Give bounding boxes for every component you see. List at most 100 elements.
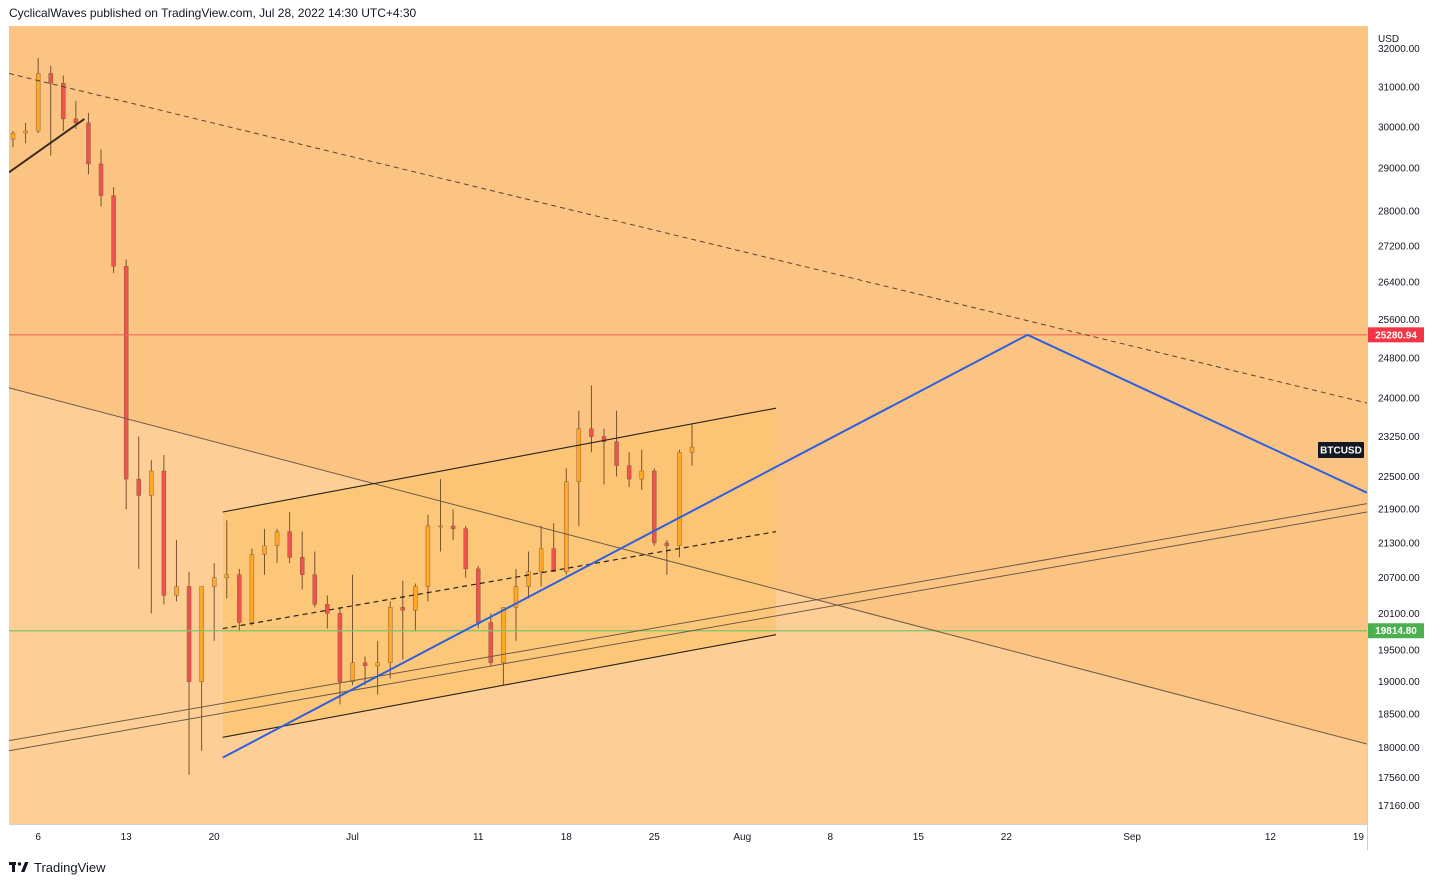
y-tick-label: 25600.00 xyxy=(1378,315,1420,326)
candle-body xyxy=(400,607,405,611)
candle xyxy=(249,548,255,626)
channel-mid-line xyxy=(222,531,777,630)
x-tick-label: Jul xyxy=(346,832,359,843)
candle-body xyxy=(564,481,569,572)
candle-body xyxy=(23,130,28,134)
dashed-downtrend-line xyxy=(9,73,1367,404)
candle-body xyxy=(463,528,468,570)
candle xyxy=(287,511,292,564)
candle xyxy=(262,528,267,575)
candle xyxy=(300,531,305,590)
y-tick-label: 19000.00 xyxy=(1378,677,1420,688)
candle-body xyxy=(677,452,682,547)
support-price-badge: 19814.80 xyxy=(1368,623,1424,639)
candle xyxy=(337,607,343,705)
channel-box xyxy=(222,408,777,738)
candle xyxy=(501,607,506,685)
candle-body xyxy=(262,545,267,555)
trendline xyxy=(9,387,1367,745)
price-axis-background xyxy=(1367,26,1431,850)
y-tick-label: 18000.00 xyxy=(1378,743,1420,754)
trendline xyxy=(9,511,1367,752)
candle-body xyxy=(287,531,292,558)
candle xyxy=(614,410,619,477)
y-tick-label: 23250.00 xyxy=(1378,432,1420,443)
publish-info: CyclicalWaves published on TradingView.c… xyxy=(9,6,417,20)
y-tick-label: 17160.00 xyxy=(1378,801,1420,812)
tradingview-logo-icon xyxy=(9,861,29,873)
candle-body xyxy=(224,574,229,578)
candle xyxy=(350,574,355,685)
time-axis-background xyxy=(9,824,1367,850)
candle-body xyxy=(476,568,481,623)
candle-body xyxy=(123,266,129,480)
x-tick-label: Aug xyxy=(733,832,751,843)
candle-body xyxy=(488,622,494,663)
x-tick-label: 8 xyxy=(828,832,834,843)
candle-body xyxy=(639,470,644,480)
candle-body xyxy=(61,83,66,120)
y-tick-label: 26400.00 xyxy=(1378,278,1420,289)
candle xyxy=(325,595,330,629)
x-tick-label: 12 xyxy=(1265,832,1277,843)
candle-body xyxy=(186,586,192,682)
candle-body xyxy=(274,531,280,547)
badge-text: 19814.80 xyxy=(1375,626,1417,637)
candle-body xyxy=(551,548,556,572)
x-tick-label: Sep xyxy=(1123,832,1141,843)
chart-area[interactable]: USD 32000.00 31000.00 30000.00 29000.00 28000… xyxy=(9,26,1431,850)
y-tick-label: 21900.00 xyxy=(1378,505,1420,516)
candle-body xyxy=(438,525,443,528)
badge-text: 25280.94 xyxy=(1375,330,1417,341)
candle-body xyxy=(86,122,91,165)
candle xyxy=(149,460,154,614)
projection-line xyxy=(222,333,1028,759)
footer-branding: TradingView xyxy=(9,857,106,877)
candle xyxy=(677,449,682,558)
candle xyxy=(362,656,368,685)
x-tick-label: 19 xyxy=(1353,832,1365,843)
candle-body xyxy=(626,465,632,480)
candle xyxy=(237,568,242,632)
y-tick-label: 20700.00 xyxy=(1378,573,1420,584)
candle xyxy=(23,122,28,144)
candle-body xyxy=(388,607,393,663)
candle xyxy=(312,551,317,608)
trendline xyxy=(9,503,1367,742)
candle-body xyxy=(589,428,594,437)
candle xyxy=(388,601,393,679)
x-tick-label: 25 xyxy=(649,832,661,843)
short-trendline xyxy=(9,118,86,174)
symbol-tag: BTCUSD xyxy=(1318,442,1364,459)
candle-body xyxy=(48,73,53,84)
y-tick-label: 21300.00 xyxy=(1378,538,1420,549)
candle xyxy=(664,540,670,575)
candle xyxy=(538,525,544,587)
candle xyxy=(589,385,594,453)
candle-body xyxy=(526,571,531,587)
candle xyxy=(463,525,468,578)
candle-body xyxy=(98,163,104,196)
candle-body xyxy=(237,574,242,623)
candle-body xyxy=(199,586,204,682)
candle xyxy=(86,112,91,175)
tradingview-brand-text: TradingView xyxy=(34,859,106,875)
x-tick-label: 20 xyxy=(209,832,221,843)
price-axis-unit-label: USD xyxy=(1378,34,1399,45)
y-tick-label: 30000.00 xyxy=(1378,122,1420,133)
candle-body xyxy=(10,132,16,140)
badge-background xyxy=(1368,623,1424,639)
candle-body xyxy=(149,470,154,496)
candle xyxy=(199,586,204,751)
candle xyxy=(513,568,519,641)
resistance-price-badge: 25280.94 xyxy=(1368,327,1424,343)
candle-body xyxy=(350,662,355,682)
candle xyxy=(211,563,217,641)
candle-body xyxy=(601,436,607,442)
y-tick-label: 27200.00 xyxy=(1378,241,1420,252)
projection-line xyxy=(1027,333,1367,494)
candle-body xyxy=(375,662,380,667)
candle-body xyxy=(211,577,217,587)
candle-body xyxy=(689,446,695,453)
